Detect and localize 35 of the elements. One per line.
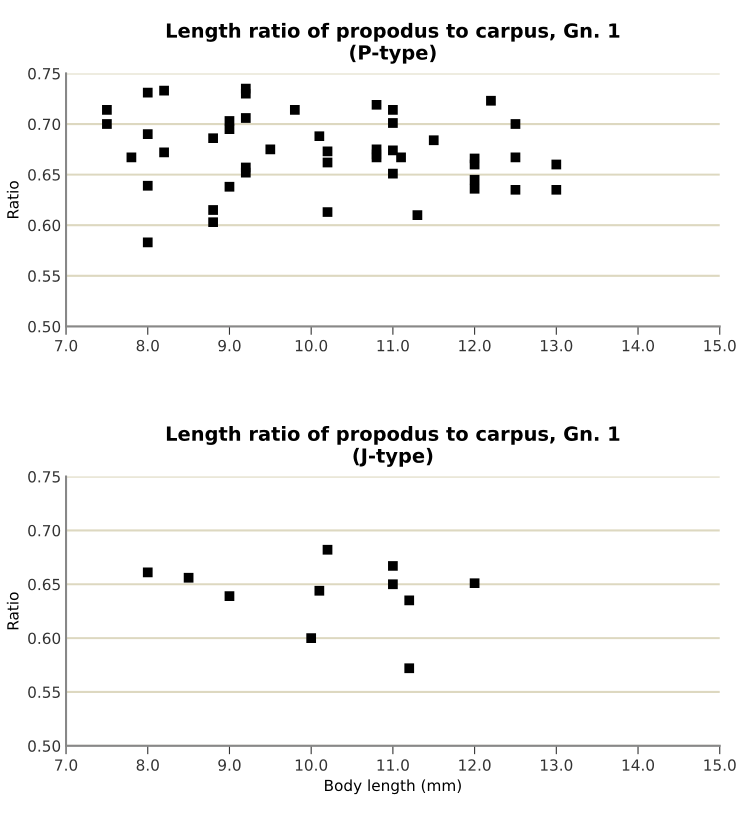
y-tick-label: 0.70 [28, 524, 60, 536]
x-tick-label: 10.0 [296, 340, 328, 352]
x-tick-label: 13.0 [540, 759, 572, 771]
y-axis-title: Ratio [6, 592, 19, 630]
x-tick-label: 7.0 [55, 340, 78, 352]
chart-title: Length ratio of propodus to carpus, Gn. 1 (J-type) [166, 426, 620, 467]
y-tick-label: 0.60 [28, 220, 60, 232]
x-tick-label: 14.0 [622, 759, 654, 771]
y-tick-label: 0.70 [28, 118, 60, 130]
x-tick-label: 12.0 [459, 340, 491, 352]
x-tick-label: 8.0 [136, 340, 159, 352]
y-tick-label: 0.65 [28, 169, 60, 181]
y-tick-label: 0.65 [28, 578, 60, 590]
x-tick-label: 11.0 [378, 340, 409, 352]
y-tick-label: 0.75 [28, 471, 60, 483]
x-tick-label: 10.0 [296, 759, 328, 771]
y-axis-title: Ratio [6, 181, 19, 218]
x-tick-label: 9.0 [218, 759, 241, 771]
y-tick-label: 0.50 [28, 740, 60, 752]
x-tick-label: 14.0 [622, 340, 654, 352]
x-tick-label: 11.0 [378, 759, 409, 771]
x-tick-label: 15.0 [704, 340, 736, 352]
y-tick-label: 0.55 [28, 270, 60, 282]
x-tick-label: 9.0 [218, 340, 241, 352]
x-axis-title: Body length (mm) [325, 779, 461, 794]
y-tick-label: 0.50 [28, 320, 60, 332]
x-tick-label: 7.0 [55, 759, 78, 771]
x-tick-label: 15.0 [704, 759, 736, 771]
y-tick-label: 0.75 [28, 68, 60, 80]
chart-title: Length ratio of propodus to carpus, Gn. 1 (P-type) [166, 22, 620, 64]
x-tick-label: 13.0 [540, 340, 572, 352]
y-tick-label: 0.55 [28, 686, 60, 698]
y-tick-label: 0.60 [28, 632, 60, 644]
x-tick-label: 12.0 [459, 759, 491, 771]
x-tick-label: 8.0 [136, 759, 159, 771]
